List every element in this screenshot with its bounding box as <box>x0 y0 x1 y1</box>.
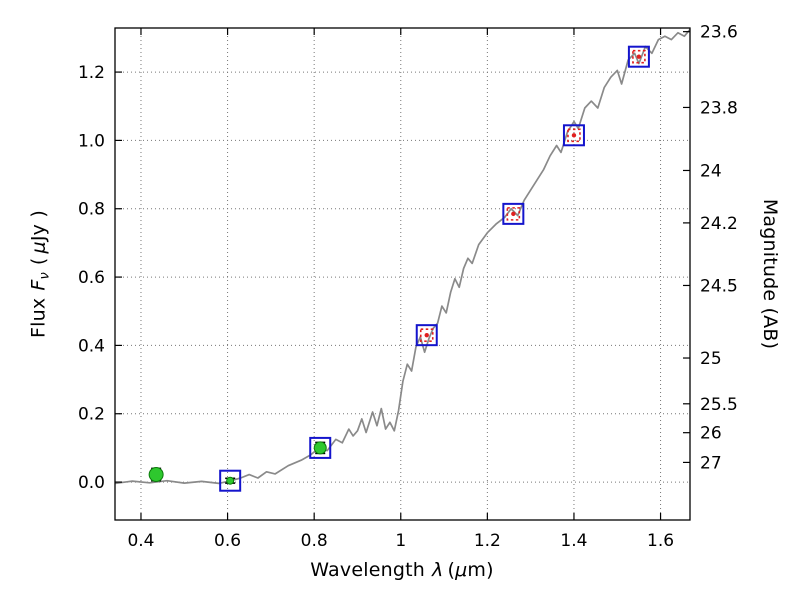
x-tick-label-0.6: 0.6 <box>214 531 241 551</box>
band-flux-dot-2 <box>571 133 577 138</box>
model-spectrum-line <box>114 28 691 485</box>
mag-tick-label-25: 25 <box>700 349 722 369</box>
mag-tick-label-24: 24 <box>700 161 722 181</box>
x-tick-label-0.4: 0.4 <box>127 531 154 551</box>
flux-symbol: F <box>27 279 50 291</box>
x-unit-close: m) <box>467 559 494 581</box>
mag-tick-label-26: 26 <box>700 424 722 444</box>
model-photometry-square-5 <box>627 45 650 68</box>
mag-tick-label-24.5: 24.5 <box>700 276 738 296</box>
y-tick-label-1.0: 1.0 <box>78 131 105 151</box>
y-tick-label-0.0: 0.0 <box>78 473 105 493</box>
y-axis-label-flux: Flux Fν ( μJy ) <box>28 210 53 338</box>
model-photometry-square-4 <box>562 124 585 147</box>
model-photometry-square-0 <box>219 469 242 492</box>
x-tick-label-0.8: 0.8 <box>301 531 328 551</box>
x-axis-label: Wavelength λ (μm) <box>310 559 493 581</box>
band-flux-square-1 <box>506 207 521 221</box>
mag-tick-label-27: 27 <box>700 453 722 473</box>
y2-axis-label-magnitude: Magnitude (AB) <box>759 198 781 350</box>
band-flux-square-0 <box>419 328 434 342</box>
y-tick-label-0.6: 0.6 <box>78 268 105 288</box>
y-unit-open: ( <box>27 257 50 266</box>
x-tick-label-1: 1 <box>395 531 406 551</box>
band-flux-dot-3 <box>636 54 642 59</box>
mag-tick-label-23.6: 23.6 <box>700 23 738 43</box>
mag-tick-label-23.8: 23.8 <box>700 98 738 118</box>
plot-frame <box>114 27 691 521</box>
lambda-symbol: λ <box>432 559 444 581</box>
x-tick-label-1.2: 1.2 <box>474 531 501 551</box>
x-tick-label-1.6: 1.6 <box>647 531 674 551</box>
band-flux-dot-0 <box>424 332 429 338</box>
x-axis-label-word: Wavelength <box>310 559 426 581</box>
mag-tick-label-24.2: 24.2 <box>700 214 738 234</box>
mag-tick-label-25.5: 25.5 <box>700 395 738 415</box>
y-tick-label-0.2: 0.2 <box>78 405 105 425</box>
model-photometry-square-3 <box>502 202 525 225</box>
model-photometry-square-2 <box>415 324 438 347</box>
y-tick-label-0.4: 0.4 <box>78 336 105 356</box>
band-flux-dot-1 <box>511 211 516 217</box>
observed-point-0 <box>148 467 164 483</box>
y-axis-label-word: Flux <box>27 297 50 338</box>
nu-subscript: ν <box>37 272 53 280</box>
band-flux-square-2 <box>567 128 581 143</box>
observed-point-2 <box>313 441 327 455</box>
mu-symbol-y: μ <box>27 241 50 254</box>
mu-symbol-x: μ <box>455 559 468 581</box>
y-tick-label-1.2: 1.2 <box>78 63 105 83</box>
y-unit-close: Jy ) <box>27 210 50 242</box>
y-tick-label-0.8: 0.8 <box>78 200 105 220</box>
model-photometry-square-1 <box>309 436 332 459</box>
x-tick-label-1.4: 1.4 <box>560 531 587 551</box>
x-unit-open: ( <box>447 559 456 581</box>
band-flux-square-3 <box>632 49 646 64</box>
observed-point-1 <box>226 476 235 485</box>
